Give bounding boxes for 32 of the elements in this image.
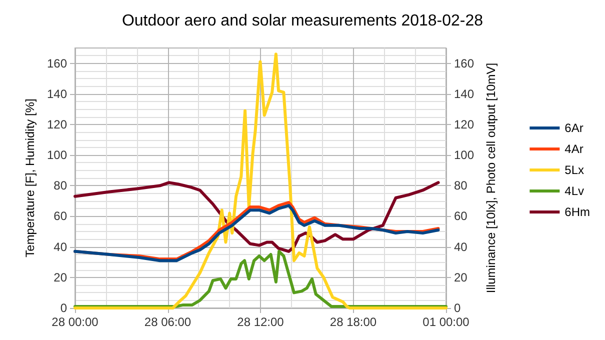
y-axis-title: Temperature [F], Humidity [%] — [23, 98, 38, 258]
legend-label: 6Hm — [564, 205, 590, 219]
y2-tick-label: 20 — [454, 270, 468, 284]
y2-tick-label: 80 — [454, 178, 468, 193]
y2-axis-title: Illuminance [10lx], Photo cell output [10mV] — [484, 62, 498, 294]
legend-label: 6Ar — [564, 121, 584, 135]
x-tick-label: 28 00:00 — [52, 315, 99, 329]
line-series — [74, 181, 440, 253]
chart-title: Outdoor aero and solar measurements 2018-02-28 — [122, 12, 484, 30]
x-tick-label: 01 00:00 — [422, 315, 470, 329]
legend-label: 4Ar — [564, 142, 584, 156]
y-tick-label: 60 — [54, 209, 68, 224]
y-tick-label: 160 — [46, 56, 68, 70]
y-tick-label: 20 — [54, 270, 68, 284]
x-tick-label: 28 18:00 — [330, 315, 377, 329]
y-tick-label: 100 — [46, 148, 68, 162]
x-tick-label: 28 12:00 — [237, 315, 284, 329]
legend-label: 4Lv — [564, 184, 584, 198]
y2-tick-label: 100 — [454, 148, 474, 162]
y2-tick-label: 120 — [454, 117, 474, 132]
y2-tick-label: 60 — [454, 209, 468, 224]
y-tick-label: 120 — [46, 117, 68, 132]
y2-tick-label: 160 — [454, 56, 474, 70]
x-tick-label: 28 06:00 — [144, 315, 192, 329]
y-tick-label: 140 — [46, 86, 68, 101]
y2-tick-label: 0 — [454, 301, 461, 315]
y2-tick-label: 140 — [454, 86, 474, 101]
legend-label: 5Lx — [564, 163, 584, 177]
y-tick-label: 40 — [54, 240, 68, 254]
y-tick-label: 0 — [60, 301, 68, 315]
y-tick-label: 80 — [54, 178, 68, 193]
y2-tick-label: 40 — [454, 240, 468, 254]
